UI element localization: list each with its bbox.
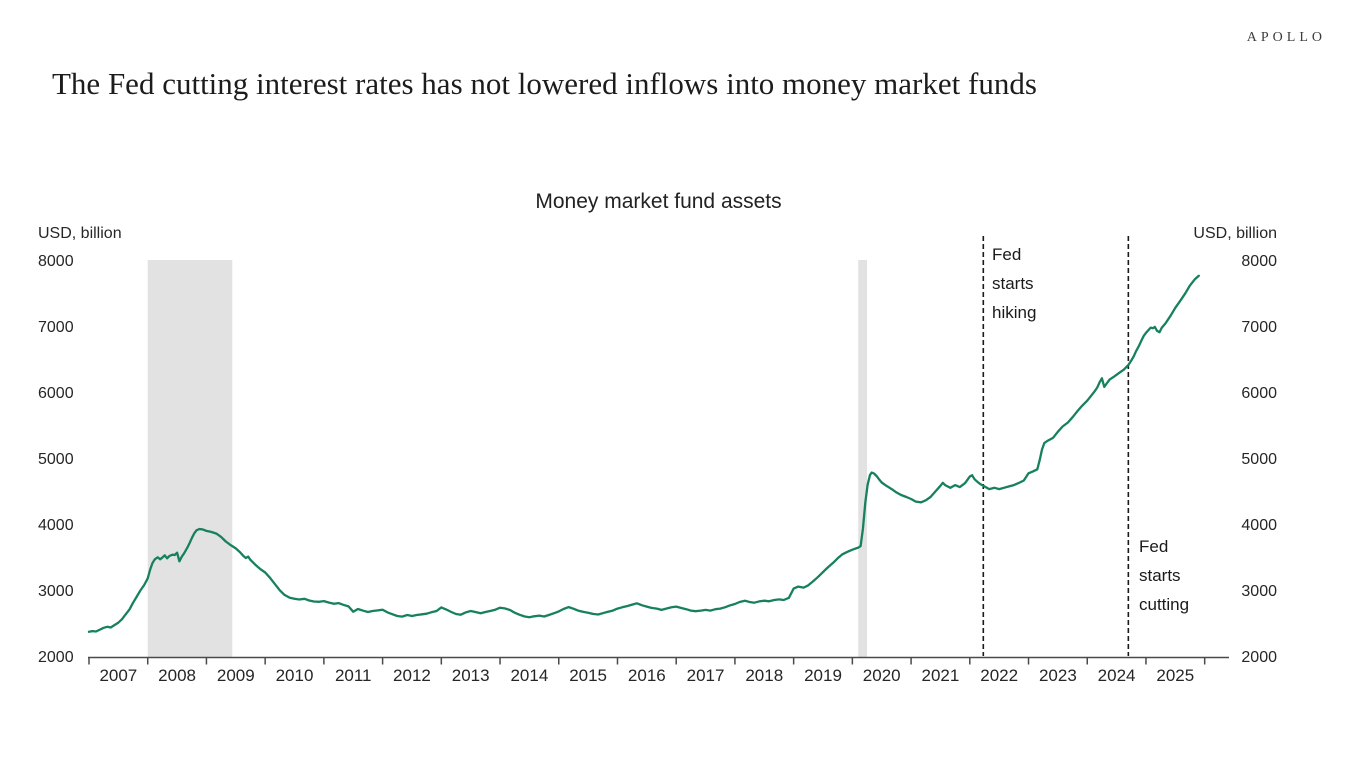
- y-axis-tick-label-left: 2000: [38, 648, 74, 666]
- x-axis-tick-label: 2011: [334, 666, 372, 685]
- right-axis-unit-label: USD, billion: [1193, 225, 1277, 242]
- money-market-fund-assets-line: [87, 274, 1200, 633]
- y-axis-tick-label-left: 5000: [38, 450, 74, 468]
- x-axis-tick-label: 2015: [569, 666, 608, 685]
- x-axis-tick-label: 2014: [510, 666, 549, 685]
- x-axis-tick-label: 2008: [158, 666, 196, 685]
- y-axis-tick-label-right: 5000: [1241, 450, 1277, 468]
- apollo-logo: APOLLO: [1246, 30, 1326, 45]
- x-axis-tick-label: 2012: [393, 666, 431, 685]
- x-axis-tick-label: 2013: [451, 666, 490, 685]
- x-axis-tick-label: 2019: [804, 666, 842, 685]
- y-axis-tick-label-right: 8000: [1241, 252, 1277, 270]
- x-axis-tick-label: 2007: [99, 666, 138, 685]
- x-axis-tick-label: 2023: [1038, 666, 1077, 685]
- y-axis-tick-label-left: 3000: [38, 582, 74, 600]
- y-axis-tick-label-left: 4000: [38, 516, 74, 534]
- x-axis-tick-label: 2010: [275, 666, 314, 685]
- y-axis-tick-label-left: 7000: [38, 318, 74, 336]
- y-axis-tick-label-right: 3000: [1241, 582, 1277, 600]
- recession-band: [147, 260, 233, 658]
- y-axis-tick-label-left: 8000: [38, 252, 74, 270]
- x-axis-tick-label: 2021: [921, 666, 960, 685]
- y-axis-tick-label-right: 6000: [1241, 384, 1277, 402]
- x-axis-tick-label: 2009: [216, 666, 255, 685]
- y-axis-tick-label-right: 2000: [1241, 648, 1277, 666]
- x-axis-tick-label: 2018: [745, 666, 784, 685]
- x-axis-tick-label: 2025: [1156, 666, 1195, 685]
- x-axis-tick-label: 2020: [862, 666, 901, 685]
- x-axis-tick-label: 2016: [627, 666, 666, 685]
- page-title: The Fed cutting interest rates has not l…: [52, 66, 1037, 101]
- x-axis-tick-label: 2017: [686, 666, 725, 685]
- y-axis-tick-label-right: 7000: [1241, 318, 1277, 336]
- chart-title: Money market fund assets: [535, 190, 782, 213]
- x-axis-tick-label: 2022: [980, 666, 1019, 685]
- recession-band: [858, 260, 868, 658]
- left-axis-unit-label: USD, billion: [38, 225, 122, 242]
- annotation-fed-starts-hiking: Fed starts hiking: [992, 245, 1037, 322]
- y-axis-tick-label-right: 4000: [1241, 516, 1277, 534]
- annotation-fed-starts-cutting: Fed starts cutting: [1139, 537, 1190, 614]
- x-axis-tick-label: 2024: [1097, 666, 1136, 685]
- y-axis-tick-label-left: 6000: [38, 384, 74, 402]
